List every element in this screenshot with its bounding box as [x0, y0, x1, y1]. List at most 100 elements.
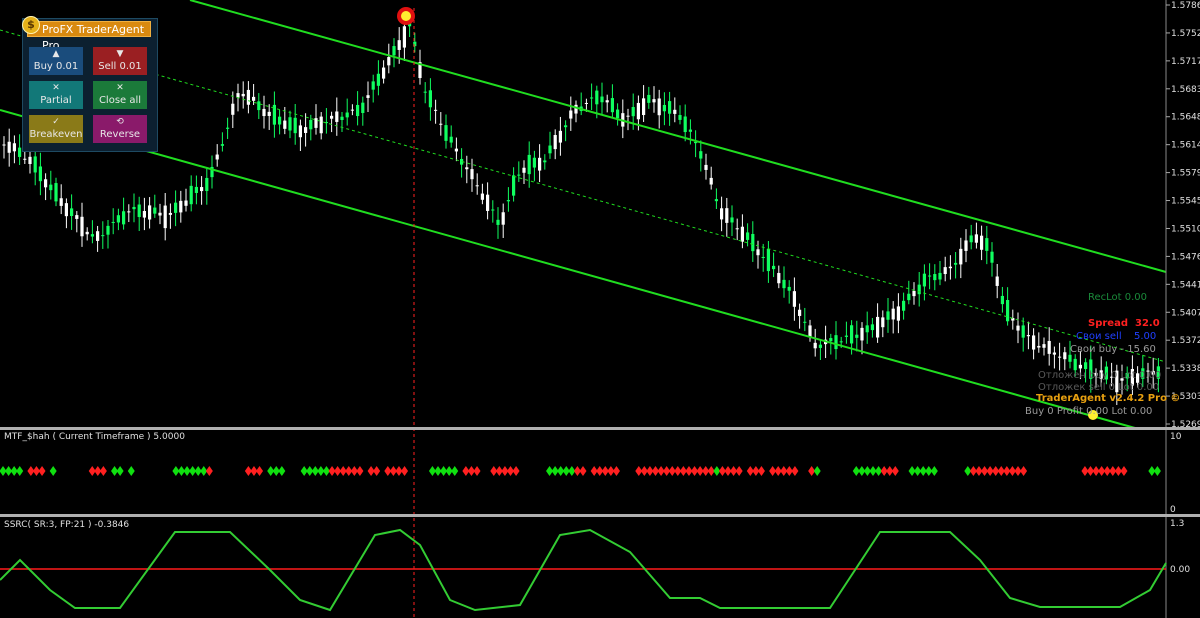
sell-signal-diamond	[696, 466, 704, 476]
sell-signal-diamond	[1081, 466, 1089, 476]
price-tick-label: 1.57860	[1171, 1, 1200, 11]
sell-signal-diamond	[691, 466, 699, 476]
candle-body	[278, 116, 282, 125]
sell-label: Свои sell	[1076, 331, 1122, 342]
candle-body	[1110, 376, 1114, 378]
breakeven-button[interactable]: ✓ Breakeven	[29, 115, 83, 143]
candle-body	[522, 167, 526, 173]
buy-signal-diamond	[0, 466, 7, 476]
buy-signal-diamond	[546, 466, 554, 476]
candle-body	[23, 158, 27, 160]
sell-signal-diamond	[646, 466, 654, 476]
candle-body	[631, 107, 635, 117]
breakeven-button-label: Breakeven	[29, 129, 83, 140]
price-tick-label: 1.55450	[1171, 197, 1200, 207]
candle-body	[954, 262, 958, 265]
candle-body	[330, 115, 334, 119]
candle-body	[293, 117, 297, 134]
sell-signal-diamond	[679, 466, 687, 476]
candle-body	[974, 234, 978, 243]
partial-button[interactable]: ✕ Partial	[29, 81, 83, 109]
candle-body	[465, 167, 469, 170]
reverse-button[interactable]: ⟲ Reverse	[93, 115, 147, 143]
sell-signal-diamond	[1003, 466, 1011, 476]
candle-body	[418, 62, 422, 79]
candle-body	[735, 228, 739, 230]
buy-signal-diamond	[445, 466, 453, 476]
sell-signal-diamond	[94, 466, 102, 476]
partial-button-label: Partial	[40, 95, 72, 106]
sell-signal-diamond	[27, 466, 35, 476]
candle-body	[491, 209, 495, 211]
candle-body	[600, 96, 604, 103]
candle-body	[1021, 325, 1025, 338]
sell-signal-diamond	[1109, 466, 1117, 476]
sell-signal-diamond	[356, 466, 364, 476]
buy-signal-diamond	[964, 466, 972, 476]
sell-button[interactable]: ▼ Sell 0.01	[93, 47, 147, 75]
candle-body	[662, 104, 666, 112]
buy-signal-diamond	[908, 466, 916, 476]
candle-body	[1125, 373, 1129, 379]
sell-signal-diamond	[808, 466, 816, 476]
buy-button[interactable]: ▲ Buy 0.01	[29, 47, 83, 75]
buy-signal-diamond	[49, 466, 57, 476]
buy-signal-diamond	[551, 466, 559, 476]
candle-body	[200, 187, 204, 192]
candle-body	[839, 341, 843, 343]
sell-signal-diamond	[774, 466, 782, 476]
separator-2[interactable]	[0, 514, 1200, 517]
candle-body	[616, 109, 620, 119]
sell-signal-diamond	[250, 466, 258, 476]
sub1-axis-top: 10	[1170, 432, 1182, 442]
candle-body	[959, 248, 963, 265]
sell-signal-diamond	[785, 466, 793, 476]
buy-signal-diamond	[311, 466, 319, 476]
check-icon: ✓	[52, 117, 60, 127]
candle-body	[928, 275, 932, 277]
candle-body	[350, 109, 354, 111]
candle-body	[12, 143, 16, 152]
candle-body	[678, 115, 682, 120]
sub1-axis-bottom: 0	[1170, 505, 1176, 515]
candle-body	[532, 157, 536, 168]
candle-body	[761, 256, 765, 258]
candle-body	[985, 238, 989, 251]
candle-body	[423, 91, 427, 93]
price-tick-label: 1.53030	[1171, 392, 1200, 402]
candle-body	[1151, 370, 1155, 375]
separator-1[interactable]	[0, 427, 1200, 430]
candle-body	[142, 211, 146, 218]
candle-body	[376, 73, 380, 86]
candle-body	[709, 177, 713, 185]
candle-body	[803, 321, 807, 323]
candle-body	[1104, 366, 1108, 380]
candle-body	[1146, 370, 1150, 372]
candle-body	[470, 169, 474, 180]
candle-body	[1073, 358, 1077, 371]
candle-body	[657, 98, 661, 116]
candle-body	[298, 125, 302, 138]
candle-body	[569, 110, 573, 119]
channel-mid-line	[0, 29, 1167, 363]
candle-body	[964, 240, 968, 251]
price-tick-label: 1.54070	[1171, 308, 1200, 318]
buy-line: Свои buy - 15.60	[1070, 344, 1156, 355]
sell-signal-diamond	[757, 466, 765, 476]
buy-signal-diamond	[272, 466, 280, 476]
candle-body	[444, 125, 448, 141]
buy-signal-diamond	[183, 466, 191, 476]
candle-body	[1136, 373, 1140, 383]
candle-body	[335, 111, 339, 122]
sell-signal-diamond	[1087, 466, 1094, 476]
candle-body	[590, 97, 594, 99]
panel-title-bar[interactable]: $ ProFX TraderAgent Pro	[22, 16, 151, 52]
candle-body	[262, 108, 266, 117]
buy-signal-diamond	[869, 466, 877, 476]
close-all-button[interactable]: ✕ Close all	[93, 81, 147, 109]
sell-signal-diamond	[1092, 466, 1100, 476]
candle-body	[486, 194, 490, 211]
buy-signal-diamond	[300, 466, 308, 476]
candle-body	[517, 174, 521, 176]
candle-body	[564, 125, 568, 128]
